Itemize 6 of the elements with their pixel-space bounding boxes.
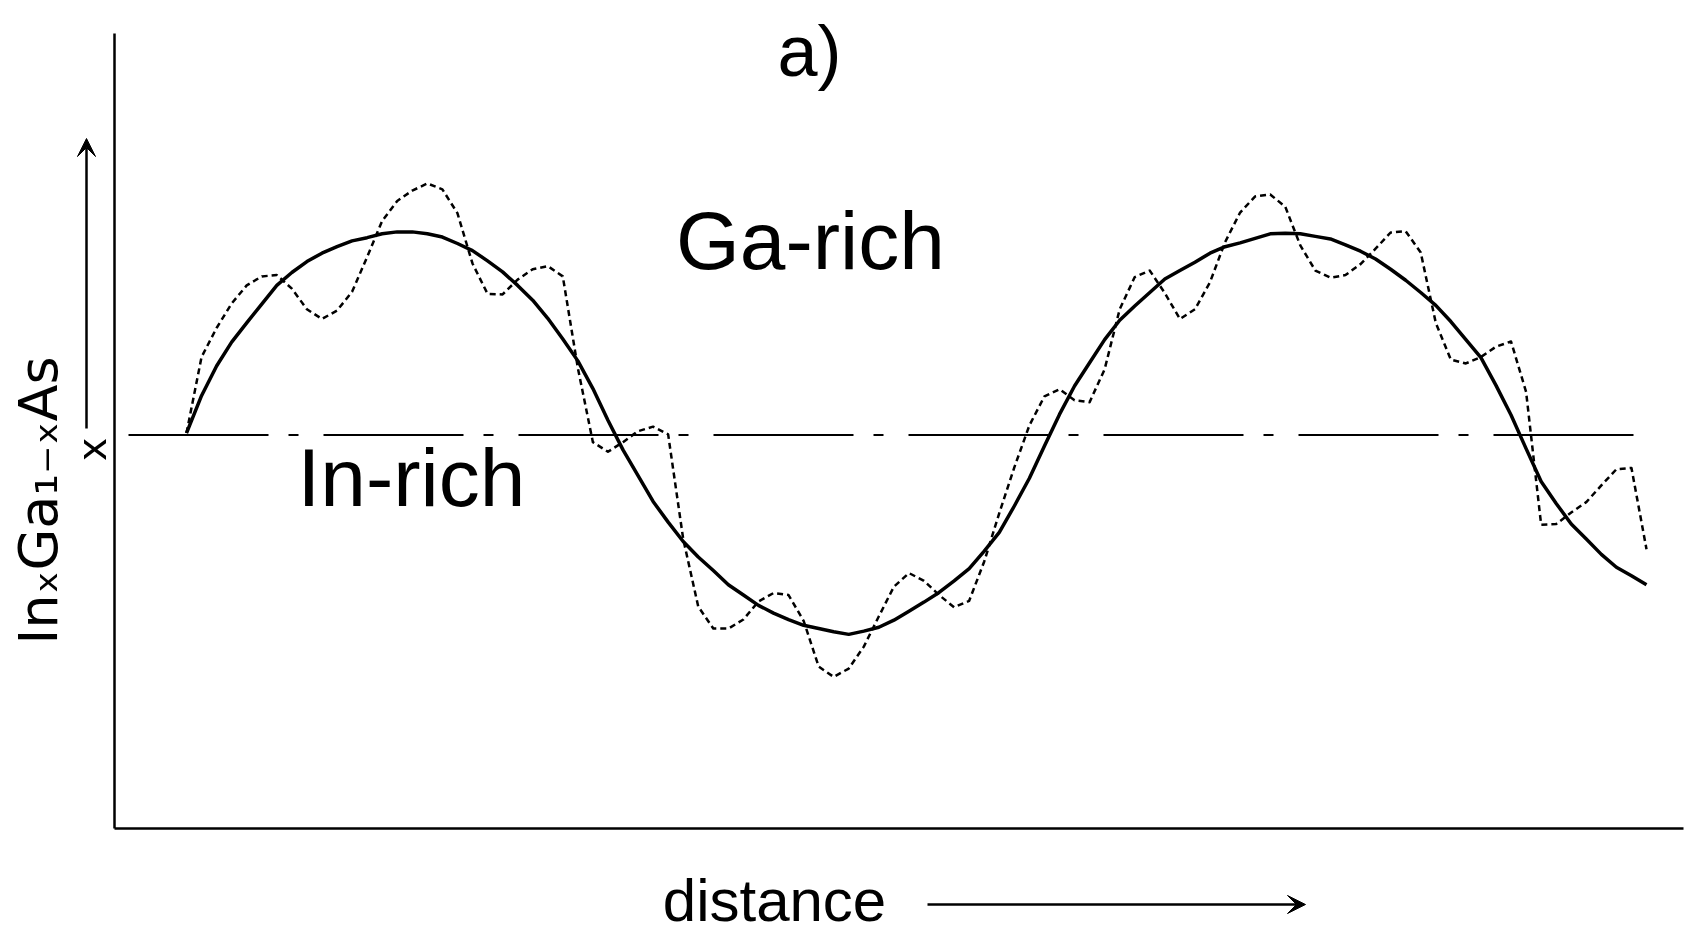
annotation: In-rich: [297, 432, 526, 523]
text: x: [68, 437, 115, 462]
x-axis-title: distance: [662, 867, 887, 934]
chart-title: a): [777, 10, 842, 91]
annotation: Ga-rich: [676, 195, 945, 286]
y-axis-title: InₓGa₁₋ₓAs: [7, 356, 70, 645]
